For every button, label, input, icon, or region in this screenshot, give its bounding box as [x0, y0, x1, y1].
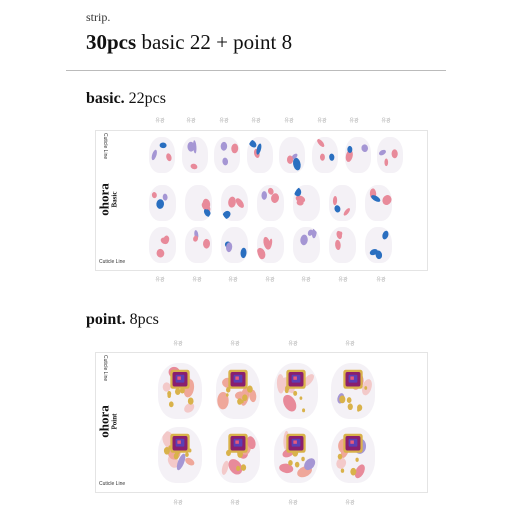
nail-tip [293, 185, 320, 221]
nail-tip [365, 185, 392, 221]
nail-tip [216, 363, 260, 419]
size-label: 유광 [228, 277, 238, 283]
size-label: 유광 [192, 277, 202, 283]
basic-nail-sheet: Cuticle Line ohora Basic Cuticle Line [95, 130, 428, 271]
nail-tip [158, 363, 202, 419]
brand-logo-text: ohora [96, 405, 112, 438]
basic-title-count: 22pcs [124, 90, 166, 107]
basic-size-labels-bottom: 유광 유광 유광 유광 유광 유광 유광 [0, 276, 512, 284]
nail-tip [331, 363, 375, 419]
nail-tip [149, 137, 175, 173]
size-label: 유광 [338, 277, 348, 283]
point-section-title: point. 8pcs [86, 311, 159, 329]
nail-tip [274, 363, 318, 419]
size-label: 유광 [155, 277, 165, 283]
nail-tip [247, 137, 273, 173]
basic-size-labels-top: 유광 유광 유광 유광 유광 유광 유광 유광 [0, 117, 512, 125]
point-title-bold: point. [86, 311, 126, 328]
nail-tip [221, 227, 248, 263]
cuticle-line-bottom-label: Cuticle Line [99, 481, 126, 487]
basic-section-title: basic. 22pcs [86, 90, 166, 108]
size-label: 유광 [288, 341, 298, 347]
nail-tip [331, 427, 375, 483]
brand-label-point: ohora Point [96, 402, 119, 442]
brand-subtitle: Point [110, 413, 119, 430]
nail-tip [257, 227, 284, 263]
size-label: 유광 [173, 500, 183, 506]
nail-tip [329, 185, 356, 221]
size-label: 유광 [345, 341, 355, 347]
size-label: 유광 [230, 500, 240, 506]
main-title: 30pcs basic 22 + point 8 [86, 30, 292, 55]
nail-tip [274, 427, 318, 483]
brand-subtitle: Basic [110, 191, 119, 208]
strip-label: strip. [86, 10, 111, 24]
point-size-labels-bottom: 유광 유광 유광 유광 [0, 499, 512, 507]
nail-tip [149, 185, 176, 221]
size-label: 유광 [284, 118, 294, 124]
size-label: 유광 [349, 118, 359, 124]
nail-tip [329, 227, 356, 263]
point-title-count: 8pcs [125, 311, 159, 328]
size-label: 유광 [381, 118, 391, 124]
main-title-desc: basic 22 + point 8 [136, 30, 293, 54]
divider [66, 70, 446, 71]
size-label: 유광 [288, 500, 298, 506]
size-label: 유광 [219, 118, 229, 124]
cuticle-line-bottom-label: Cuticle Line [99, 259, 126, 265]
nail-tip [214, 137, 240, 173]
nail-tip [279, 137, 305, 173]
nail-tip [149, 227, 176, 263]
nail-tip [293, 227, 320, 263]
size-label: 유광 [251, 118, 261, 124]
size-label: 유광 [317, 118, 327, 124]
nail-tip [185, 185, 212, 221]
cuticle-line-top-label: Cuticle Line [102, 133, 108, 160]
main-title-count: 30pcs [86, 30, 137, 54]
point-nail-sheet: Cuticle Line ohora Point Cuticle Line [95, 352, 428, 493]
size-label: 유광 [230, 341, 240, 347]
size-label: 유광 [173, 341, 183, 347]
brand-label-basic: ohora Basic [96, 180, 119, 220]
nail-tip [365, 227, 392, 263]
nail-tip [312, 137, 338, 173]
point-size-labels-top: 유광 유광 유광 유광 [0, 340, 512, 348]
size-label: 유광 [155, 118, 165, 124]
nail-tip [345, 137, 371, 173]
brand-logo-text: ohora [96, 183, 112, 216]
cuticle-line-top-label: Cuticle Line [102, 355, 108, 382]
nail-tip [185, 227, 212, 263]
nail-tip [216, 427, 260, 483]
nail-tip [221, 185, 248, 221]
nail-tip [182, 137, 208, 173]
size-label: 유광 [186, 118, 196, 124]
size-label: 유광 [301, 277, 311, 283]
size-label: 유광 [345, 500, 355, 506]
size-label: 유광 [265, 277, 275, 283]
nail-tip [377, 137, 403, 173]
nail-tip [257, 185, 284, 221]
size-label: 유광 [376, 277, 386, 283]
nail-tip [158, 427, 202, 483]
basic-title-bold: basic. [86, 90, 125, 107]
